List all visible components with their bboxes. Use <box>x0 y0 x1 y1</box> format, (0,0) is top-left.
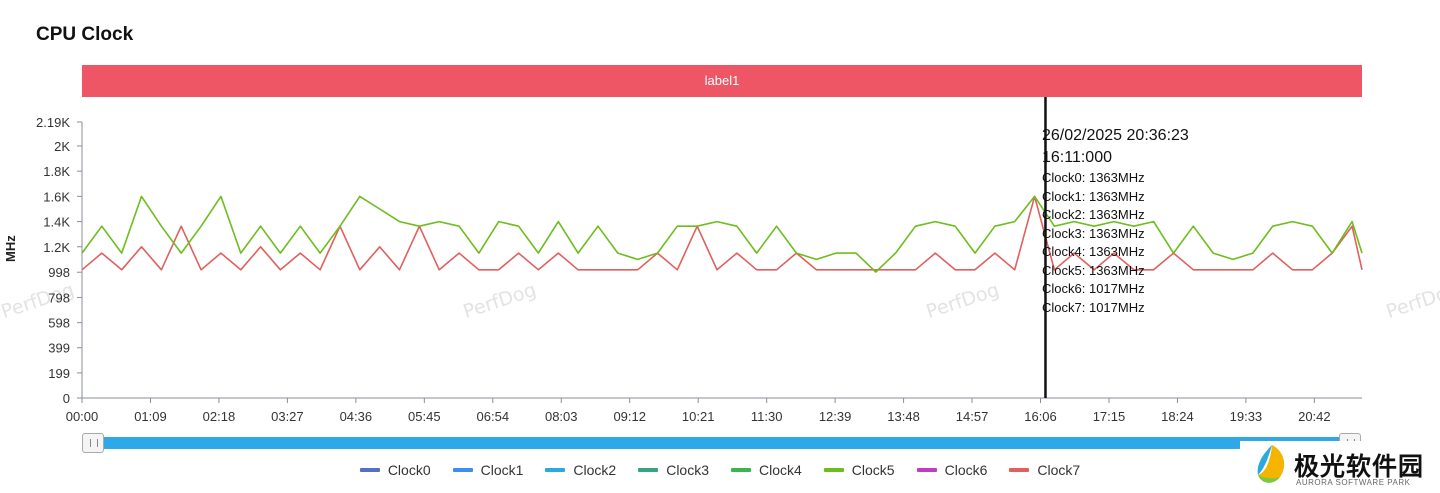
x-tick-label: 12:39 <box>819 409 852 424</box>
y-tick-label: 998 <box>48 265 70 280</box>
x-tick-label: 05:45 <box>408 409 441 424</box>
y-tick-label: 1.8K <box>43 164 70 179</box>
x-tick-label: 08:03 <box>545 409 578 424</box>
label-band[interactable]: label1 <box>82 65 1362 97</box>
tooltip-line: Clock7: 1017MHz <box>1042 299 1145 315</box>
tooltip-time: 16:11:000 <box>1042 149 1112 166</box>
legend-label: Clock4 <box>759 462 802 478</box>
tooltip-line: Clock2: 1363MHz <box>1042 207 1145 222</box>
legend-swatch <box>359 468 380 472</box>
y-tick-label: 399 <box>48 341 70 356</box>
zoom-slider-handle-left[interactable] <box>82 433 104 453</box>
x-tick-label: 09:12 <box>613 409 646 424</box>
legend-item-clock4[interactable]: Clock4 <box>731 462 802 478</box>
chart-title: CPU Clock <box>36 24 134 45</box>
legend-label: Clock7 <box>1037 462 1081 478</box>
legend-swatch <box>452 468 473 472</box>
legend-label: Clock6 <box>944 462 988 478</box>
x-tick-label: 17:15 <box>1093 409 1126 424</box>
logo-text-en: AURORA SOFTWARE PARK <box>1296 478 1411 487</box>
y-tick-label: 1.2K <box>43 240 70 255</box>
legend-item-clock6[interactable]: Clock6 <box>916 462 988 478</box>
y-tick-label: 798 <box>48 290 70 305</box>
y-tick-label: 0 <box>63 391 70 406</box>
legend-swatch <box>823 468 844 472</box>
legend-item-clock1[interactable]: Clock1 <box>452 462 524 478</box>
legend-item-clock5[interactable]: Clock5 <box>823 462 895 478</box>
x-tick-label: 19:33 <box>1230 409 1263 424</box>
series-line-clock7 <box>81 195 1363 271</box>
legend-swatch <box>638 468 659 472</box>
y-tick-label: 598 <box>48 316 70 331</box>
x-tick-label: 13:48 <box>887 409 920 424</box>
logo: 极光软件园 AURORA SOFTWARE PARK <box>1240 441 1440 493</box>
x-tick-label: 20:42 <box>1298 409 1331 424</box>
legend-swatch <box>731 468 751 472</box>
legend-label: Clock1 <box>480 462 524 478</box>
tooltip-line: Clock4: 1363MHz <box>1042 244 1145 259</box>
tooltip-line: Clock5: 1363MHz <box>1042 262 1145 278</box>
y-tick-label: 2K <box>54 139 70 154</box>
legend: Clock0 Clock1 Clock2 Clock3 Clock4 Clock… <box>0 462 1440 478</box>
y-tick-label: 2.19K <box>36 115 70 130</box>
aurora-logo-icon <box>1257 445 1285 483</box>
x-tick-label: 06:54 <box>477 409 510 424</box>
legend-label: Clock2 <box>573 462 617 478</box>
legend-item-clock0[interactable]: Clock0 <box>359 462 431 478</box>
legend-item-clock2[interactable]: Clock2 <box>545 462 616 478</box>
x-tick-label: 02:18 <box>203 409 236 424</box>
y-tick-label: 1.4K <box>43 215 70 230</box>
x-tick-label: 16:06 <box>1024 409 1057 424</box>
logo-text-cn: 极光软件园 <box>1294 452 1425 481</box>
legend-swatch <box>916 468 937 472</box>
legend-label: Clock5 <box>851 462 895 478</box>
x-tick-label: 18:24 <box>1161 409 1194 424</box>
zoom-slider-track[interactable] <box>92 437 1350 449</box>
x-tick-label: 00:00 <box>66 409 99 424</box>
tooltip-line: Clock1: 1363MHz <box>1042 188 1145 204</box>
legend-item-clock7[interactable]: Clock7 <box>1009 462 1080 478</box>
tooltip-line: Clock3: 1363MHz <box>1042 225 1145 241</box>
x-tick-label: 04:36 <box>340 409 373 424</box>
y-tick-label: 199 <box>48 366 70 381</box>
x-tick-label: 10:21 <box>682 409 715 424</box>
x-tick-label: 03:27 <box>271 409 304 424</box>
x-tick-label: 11:30 <box>751 409 783 424</box>
x-tick-label: 01:09 <box>134 409 167 424</box>
legend-label: Clock0 <box>387 462 431 478</box>
tooltip-line: Clock0: 1363MHz <box>1042 170 1145 185</box>
tooltip-date: 26/02/2025 20:36:23 <box>1042 127 1189 144</box>
legend-swatch <box>545 468 566 472</box>
tooltip: 26/02/2025 20:36:23 16:11:000 Clock0: 13… <box>1042 125 1189 317</box>
legend-item-clock3[interactable]: Clock3 <box>638 462 709 478</box>
legend-label: Clock3 <box>666 462 709 478</box>
series-line-clock5 <box>81 195 1363 273</box>
y-tick-label: 1.6K <box>43 189 70 204</box>
x-tick-label: 14:57 <box>956 409 989 424</box>
legend-swatch <box>1009 468 1030 472</box>
tooltip-line: Clock6: 1017MHz <box>1042 281 1145 296</box>
